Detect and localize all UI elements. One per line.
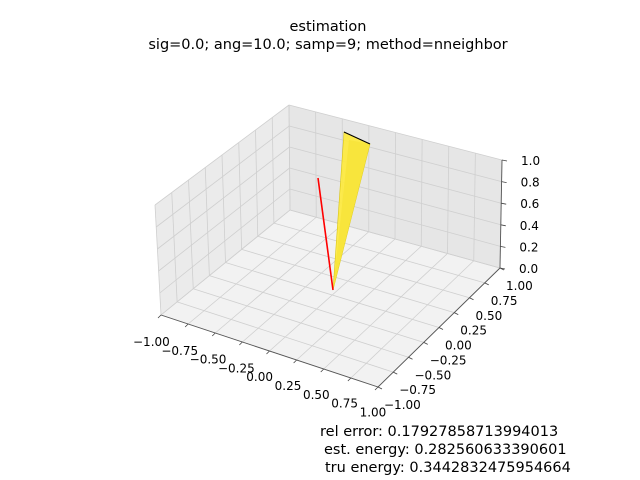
chart-title-line1: estimation <box>290 19 367 35</box>
z-tick-label: 0.2 <box>519 240 538 254</box>
true-direction-line <box>317 177 334 291</box>
back-grid-z <box>289 146 502 204</box>
x-tick-mark <box>239 341 243 346</box>
x-tick-label: −1.00 <box>133 335 170 349</box>
left-grid-z <box>157 146 290 250</box>
left-grid-y <box>204 167 210 276</box>
z-tick-mark <box>501 202 507 205</box>
y-tick-label: 0.75 <box>491 294 518 308</box>
z-tick-label: 0.4 <box>520 219 539 233</box>
floor-grid-x <box>296 245 422 361</box>
x-tick-label: 0.25 <box>275 379 302 393</box>
x-tick-label: −0.75 <box>161 344 198 358</box>
y-tick-label: 0.50 <box>476 309 503 323</box>
left-grid-y <box>188 179 194 289</box>
z-tick-label: 0.8 <box>521 176 540 190</box>
left-grid-z <box>160 209 291 316</box>
z-tick-mark <box>499 267 506 270</box>
back-grid-x <box>447 146 450 254</box>
floor-grid-x <box>323 253 448 370</box>
y-tick-mark <box>454 312 459 315</box>
x-tick-mark <box>157 314 162 319</box>
y-tick-mark <box>377 386 383 390</box>
left-grid-z <box>154 104 290 206</box>
y-tick-label: −0.50 <box>415 368 452 382</box>
x-tick-mark <box>374 386 379 391</box>
left-grid-y <box>288 104 291 211</box>
left-grid-y <box>154 204 162 316</box>
back-grid-z <box>288 104 503 161</box>
floor-grid-y <box>241 248 455 314</box>
z-tick-label: 0.6 <box>520 197 539 211</box>
x-tick-label: 0.50 <box>303 388 330 402</box>
z-tick-label: 0.0 <box>519 262 538 276</box>
z-axis-line <box>499 159 503 269</box>
left-grid-z <box>159 188 291 294</box>
surface-top-edge <box>343 131 371 145</box>
y-tick-label: −1.00 <box>384 398 421 412</box>
x-tick-mark <box>293 359 297 364</box>
back-grid-z <box>289 209 501 269</box>
left-grid-z <box>158 167 290 272</box>
back-grid-x <box>420 139 423 247</box>
back-grid-z <box>289 188 501 247</box>
x-tick-mark <box>320 368 325 373</box>
z-tick-label: 1.0 <box>521 154 540 168</box>
floor-grid-x <box>350 260 475 379</box>
back-grid-x <box>394 132 396 240</box>
axes-3d: −1.00−0.75−0.50−0.250.000.250.500.751.00… <box>133 104 540 419</box>
x-tick-mark <box>211 332 216 337</box>
y-tick-mark <box>484 282 489 286</box>
y-tick-label: −0.25 <box>430 353 467 367</box>
est-energy-annotation: est. energy: 0.282560633390601 <box>324 442 567 458</box>
y-tick-mark <box>469 297 474 301</box>
left-grid-y <box>238 142 243 250</box>
left-grid-y <box>221 154 226 263</box>
y-tick-label: 0.00 <box>445 339 472 353</box>
rel-error-annotation: rel error: 0.17927858713994013 <box>320 424 558 440</box>
x-tick-label: 1.00 <box>360 405 387 419</box>
z-tick-mark <box>500 246 506 248</box>
x-tick-label: −0.25 <box>218 361 255 375</box>
y-tick-mark <box>393 371 398 375</box>
x-tick-mark <box>184 323 189 328</box>
tru-energy-annotation: tru energy: 0.3442832475954664 <box>325 460 571 476</box>
x-tick-label: 0.00 <box>246 370 273 384</box>
y-tick-label: 1.00 <box>506 279 533 293</box>
x-tick-label: 0.75 <box>331 397 358 411</box>
x-tick-mark <box>347 377 352 382</box>
floor-grid-y <box>273 222 485 284</box>
x-tick-label: −0.50 <box>190 353 227 367</box>
back-grid-x <box>473 153 476 261</box>
estimated-surface-shade <box>333 140 370 290</box>
left-grid-y <box>255 129 259 237</box>
y-tick-label: −0.75 <box>399 383 436 397</box>
z-tick-mark <box>501 181 507 183</box>
floor-grid-y <box>225 262 440 328</box>
left-grid-y <box>171 192 178 302</box>
left-grid-z <box>155 125 290 228</box>
back-grid-z <box>289 167 501 226</box>
chart-title-line2: sig=0.0; ang=10.0; samp=9; method=nneigh… <box>148 37 507 53</box>
y-tick-mark <box>423 342 428 345</box>
back-grid-x <box>315 111 317 218</box>
z-tick-mark <box>500 224 506 227</box>
y-tick-mark <box>408 356 413 360</box>
x-tick-mark <box>266 350 270 355</box>
back-grid-z <box>289 125 502 182</box>
y-tick-label: 0.25 <box>460 324 487 338</box>
left-grid-y <box>271 117 275 224</box>
y-tick-mark <box>438 327 444 330</box>
z-tick-mark <box>501 159 508 162</box>
floor-grid-y <box>257 235 470 299</box>
